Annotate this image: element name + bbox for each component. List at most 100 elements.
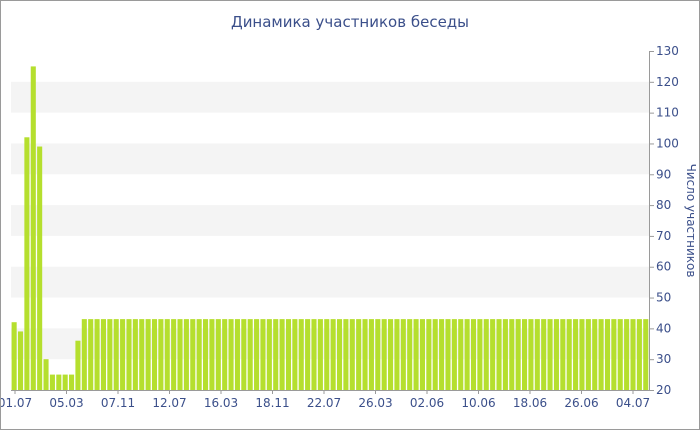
bar [617, 319, 623, 390]
bar [30, 66, 36, 390]
y-tick-label: 60 [656, 260, 671, 274]
bar [636, 319, 642, 390]
bar [458, 319, 464, 390]
bar [343, 319, 349, 390]
bar [509, 319, 515, 390]
bar [305, 319, 311, 390]
bar [330, 319, 336, 390]
bar [451, 319, 457, 390]
bar [273, 319, 279, 390]
bar [203, 319, 209, 390]
y-tick-label: 90 [656, 167, 671, 181]
bar [579, 319, 585, 390]
grid-band [11, 205, 649, 236]
bar [515, 319, 521, 390]
bar [553, 319, 559, 390]
x-tick-label: 04.07 [616, 396, 650, 410]
bar [49, 374, 55, 390]
bar [432, 319, 438, 390]
bar [356, 319, 362, 390]
bar [190, 319, 196, 390]
bar [81, 319, 87, 390]
bar [62, 374, 68, 390]
bar [183, 319, 189, 390]
x-tick-label: 26.03 [358, 396, 392, 410]
x-tick-label: 10.06 [461, 396, 495, 410]
y-tick-label: 120 [656, 75, 679, 89]
bar [285, 319, 292, 390]
bar [292, 319, 298, 390]
bar [43, 359, 49, 390]
grid-band [11, 328, 649, 360]
bar [426, 319, 432, 390]
bar [630, 319, 636, 390]
bar [260, 319, 266, 390]
y-tick-label: 30 [656, 352, 671, 366]
x-tick-label: 18.11 [255, 396, 289, 410]
bar [547, 319, 553, 390]
bar [419, 319, 425, 390]
bar [528, 319, 534, 390]
chart-title: Динамика участников беседы [230, 13, 470, 31]
bar [209, 319, 215, 390]
bar [604, 319, 611, 390]
bar [407, 319, 413, 390]
y-tick-label: 80 [656, 198, 671, 212]
bar [145, 319, 151, 390]
bar [228, 319, 234, 390]
bar [254, 319, 260, 390]
y-tick-label: 40 [656, 321, 671, 335]
bar [132, 319, 138, 390]
x-tick-label: 01.07 [1, 396, 32, 410]
bar [490, 319, 496, 390]
bar [470, 319, 477, 390]
bar [234, 319, 240, 390]
bar [413, 319, 419, 390]
bar [388, 319, 394, 390]
bar [624, 319, 630, 390]
bar [279, 319, 285, 390]
grid-band [11, 143, 649, 175]
bar [585, 319, 591, 390]
y-tick-label: 70 [656, 229, 671, 243]
bar [496, 319, 502, 390]
bar [298, 319, 304, 390]
bar [241, 319, 247, 390]
bar [11, 322, 17, 390]
bar [598, 319, 604, 390]
bar [88, 319, 94, 390]
x-tick-label: 16.03 [204, 396, 238, 410]
bar [477, 319, 483, 390]
bar [247, 319, 253, 390]
x-tick-label: 22.07 [307, 396, 341, 410]
bar [177, 319, 183, 390]
bar [336, 319, 343, 390]
bar [483, 319, 489, 390]
x-tick-label: 07.11 [101, 396, 135, 410]
bar [100, 319, 106, 390]
bar [381, 319, 387, 390]
bar [171, 319, 177, 390]
bar [464, 319, 470, 390]
bar [107, 319, 113, 390]
x-tick-label: 02.06 [410, 396, 444, 410]
grid-band [11, 81, 649, 113]
bar [573, 319, 579, 390]
x-tick-label: 18.06 [513, 396, 547, 410]
bar [215, 319, 221, 390]
bar [222, 319, 228, 390]
bar [324, 319, 330, 390]
bar [522, 319, 528, 390]
bar [534, 319, 540, 390]
bar [502, 319, 508, 390]
bar [592, 319, 598, 390]
y-tick-label: 100 [656, 136, 679, 150]
bar [643, 319, 649, 390]
bar [164, 319, 170, 390]
bar [311, 319, 317, 390]
bar [158, 319, 164, 390]
bar [400, 319, 406, 390]
bar [113, 319, 119, 390]
bar [266, 319, 272, 390]
bar [139, 319, 145, 390]
